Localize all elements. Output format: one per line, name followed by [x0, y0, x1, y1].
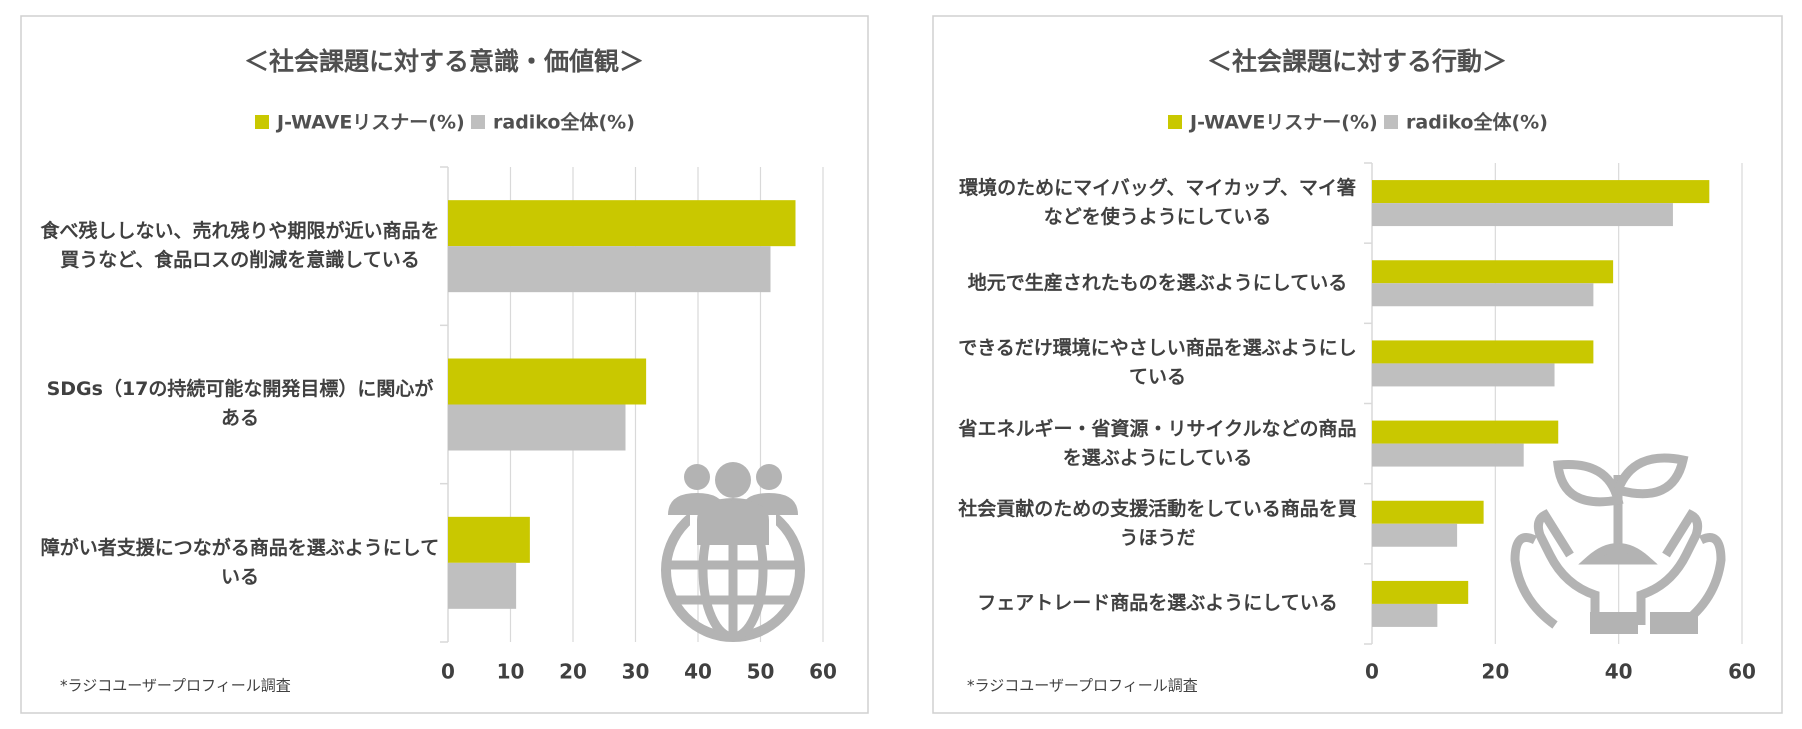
category-label: 社会貢献のための支援活動をしている商品を買うほうだ — [958, 497, 1357, 549]
x-tick-label: 0 — [441, 660, 455, 684]
x-tick-label: 20 — [1481, 660, 1509, 684]
x-tick-label: 40 — [1605, 660, 1633, 684]
plant-hands-icon — [1510, 453, 1726, 634]
people-globe-icon — [661, 462, 805, 642]
category-label-box: 社会貢献のための支援活動をしている商品を買うほうだ — [958, 497, 1357, 549]
category-label-box: 食べ残ししない、売れ残りや期限が近い商品を買うなど、食品ロスの削減を意識している — [40, 220, 440, 272]
category-label: SDGs（17の持続可能な開発目標）に関心がある — [46, 378, 434, 430]
chart-title: ＜社会課題に対する行動＞ — [1207, 47, 1507, 76]
x-tick-label: 20 — [559, 660, 587, 684]
bar — [1372, 180, 1710, 204]
x-tick-label: 10 — [497, 660, 525, 684]
bar — [1372, 340, 1594, 364]
x-tick-label: 30 — [622, 660, 650, 684]
category-label: 食べ残ししない、売れ残りや期限が近い商品を買うなど、食品ロスの削減を意識している — [40, 220, 440, 272]
bar — [1372, 523, 1458, 547]
category-label: 障がい者支援につながる商品を選ぶようにしている — [40, 536, 440, 588]
category-label: 省エネルギー・省資源・リサイクルなどの商品を選ぶようにしている — [958, 417, 1357, 469]
chart-title: ＜社会課題に対する意識・価値観＞ — [244, 47, 644, 76]
bar — [448, 404, 626, 451]
category-label-box: 省エネルギー・省資源・リサイクルなどの商品を選ぶようにしている — [958, 417, 1357, 469]
category-label: フェアトレード商品を選ぶようにしている — [977, 592, 1338, 615]
bar — [1372, 443, 1524, 467]
category-label-box: フェアトレード商品を選ぶようにしている — [977, 592, 1338, 615]
footnote: *ラジコユーザープロフィール調査 — [60, 677, 291, 695]
bar — [448, 246, 771, 293]
footnote: *ラジコユーザープロフィール調査 — [967, 677, 1198, 695]
category-label: 環境のためにマイバッグ、マイカップ、マイ箸などを使うようにしている — [959, 177, 1356, 229]
bar — [448, 562, 517, 609]
x-tick-label: 40 — [684, 660, 712, 684]
bar — [1372, 283, 1594, 307]
x-tick-label: 0 — [1365, 660, 1379, 684]
x-tick-label: 60 — [809, 660, 837, 684]
category-label: できるだけ環境にやさしい商品を選ぶようにしている — [958, 337, 1357, 389]
legend-label: radiko全体(%) — [493, 111, 635, 134]
bar — [1372, 363, 1555, 387]
legend-label: J-WAVEリスナー(%) — [1188, 112, 1378, 134]
x-tick-label: 50 — [747, 660, 775, 684]
bar — [1372, 260, 1614, 284]
bar — [1372, 500, 1484, 524]
legend-swatch — [471, 115, 485, 129]
legend-swatch — [1168, 115, 1182, 129]
legend-swatch — [255, 115, 269, 129]
bar — [448, 200, 796, 247]
legend-label: J-WAVEリスナー(%) — [275, 112, 465, 134]
category-label: 地元で生産されたものを選ぶようにしている — [967, 271, 1348, 294]
bar — [1372, 580, 1469, 604]
category-label-box: SDGs（17の持続可能な開発目標）に関心がある — [46, 378, 434, 430]
category-label-box: 地元で生産されたものを選ぶようにしている — [967, 271, 1348, 294]
bar — [1372, 603, 1438, 627]
bar — [1372, 420, 1559, 444]
legend-swatch — [1384, 115, 1398, 129]
legend-label: radiko全体(%) — [1406, 111, 1548, 134]
bar — [1372, 203, 1673, 227]
x-tick-label: 60 — [1728, 660, 1756, 684]
category-label-box: 環境のためにマイバッグ、マイカップ、マイ箸などを使うようにしている — [959, 177, 1356, 229]
category-label-box: できるだけ環境にやさしい商品を選ぶようにしている — [958, 337, 1357, 389]
bar — [448, 358, 647, 405]
category-label-box: 障がい者支援につながる商品を選ぶようにしている — [40, 536, 440, 588]
bar — [448, 516, 530, 563]
